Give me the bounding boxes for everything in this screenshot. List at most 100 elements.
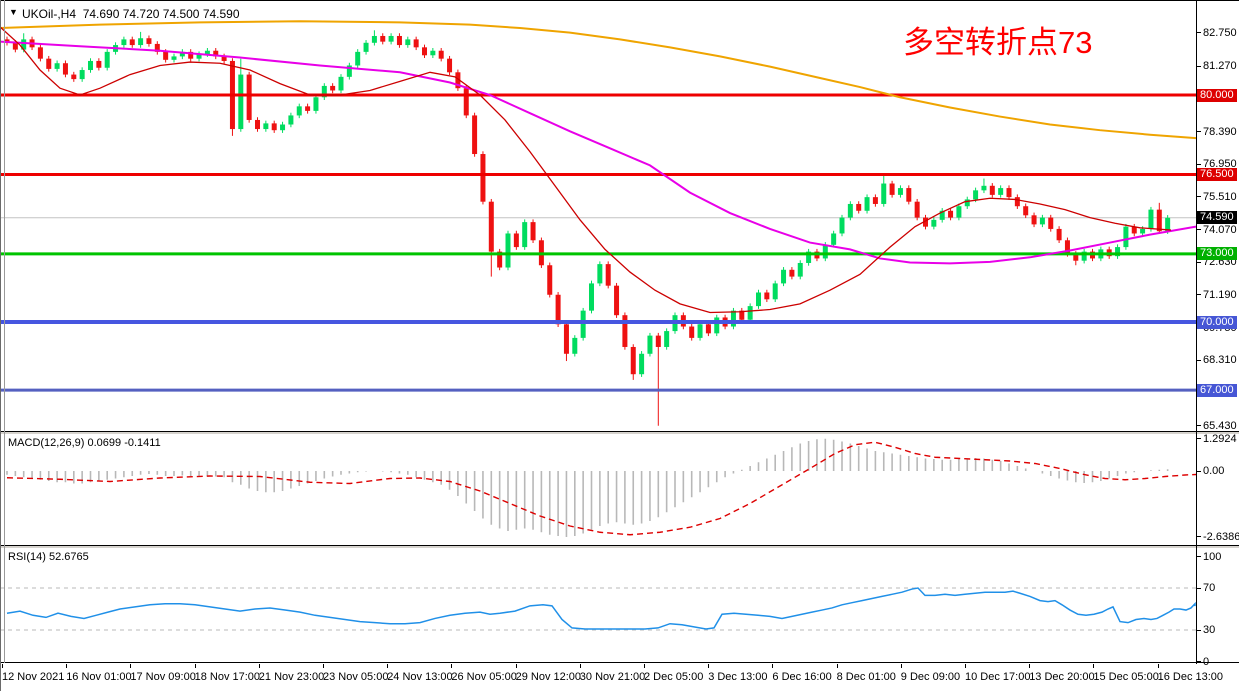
candle-bull — [597, 264, 603, 284]
candle-bull — [839, 217, 845, 234]
candle-bear — [37, 47, 43, 59]
candle-bear — [705, 324, 711, 334]
ohlc-high: 74.720 — [122, 7, 160, 21]
time-axis-label[interactable]: 17 Nov 09:00 — [130, 671, 196, 683]
candle-bear — [96, 60, 102, 68]
candle-bear — [914, 201, 920, 218]
candle-bear — [472, 115, 478, 155]
candle-bull — [772, 283, 778, 300]
candle-bear — [1006, 188, 1012, 198]
time-axis-label[interactable]: 9 Dec 09:00 — [900, 671, 961, 683]
candle-bear — [330, 85, 336, 91]
candle-bull — [313, 97, 319, 111]
candle-bull — [280, 124, 286, 131]
candle-bear — [1023, 206, 1029, 216]
ohlc-open: 74.690 — [82, 7, 120, 21]
price-axis-label: 81.270 — [1203, 60, 1237, 73]
candle-bull — [104, 51, 110, 68]
panel-separator[interactable] — [0, 545, 1239, 546]
rsi-panel[interactable]: RSI(14) 52.6765 — [0, 548, 1239, 662]
candle-bear — [1064, 240, 1070, 254]
candle-bull — [238, 74, 244, 130]
time-axis-label[interactable]: 3 Dec 13:00 — [708, 671, 768, 683]
candle-bear — [221, 56, 227, 61]
time-axis-label[interactable]: 6 Dec 16:00 — [772, 671, 832, 683]
candle-bear — [46, 58, 52, 69]
candle-bear — [163, 51, 169, 60]
macd-axis-label: 0.00 — [1203, 465, 1225, 477]
price-axis-label: 65.430 — [1203, 419, 1237, 432]
time-axis-label[interactable]: 12 Nov 2021 — [2, 671, 65, 683]
ohlc-close: 74.590 — [202, 7, 240, 21]
time-axis-tick — [130, 664, 132, 668]
axis-separator-line — [1196, 0, 1197, 664]
candle-bear — [689, 326, 695, 338]
price-level-badge: 74.590 — [1197, 211, 1237, 225]
time-axis-tick — [323, 664, 324, 668]
panel-separator[interactable] — [0, 431, 1239, 432]
candle-bull — [522, 222, 528, 248]
candle-bear — [255, 119, 260, 130]
price-level-badge: 76.500 — [1197, 167, 1237, 181]
time-axis-label[interactable]: 18 Nov 17:00 — [194, 671, 261, 683]
time-axis-label[interactable]: 15 Dec 05:00 — [1093, 671, 1159, 683]
time-axis-label[interactable]: 13 Dec 20:00 — [1029, 671, 1095, 683]
ohlc-low: 74.500 — [162, 7, 200, 21]
macd-canvas — [6, 438, 1196, 537]
candle-bear — [62, 63, 68, 75]
candle-bear — [271, 123, 277, 131]
candle-bull — [714, 317, 720, 334]
symbol-period-label: UKOil-,H4 — [22, 7, 77, 21]
candle-bear — [154, 43, 160, 52]
price-axis-label: 75.510 — [1203, 190, 1237, 203]
time-axis-label[interactable]: 26 Nov 05:00 — [451, 671, 517, 683]
time-axis-label[interactable]: 23 Nov 05:00 — [323, 671, 389, 683]
rsi-axis-tick — [1197, 629, 1201, 631]
candle-bear — [188, 51, 194, 59]
chart-collapse-icon[interactable]: ▼ — [9, 7, 18, 17]
panel-splitter[interactable] — [0, 432, 1239, 434]
candle-bull — [781, 269, 787, 284]
candle-bear — [455, 72, 461, 89]
time-axis-tick — [258, 664, 260, 668]
ma-slow-line — [0, 20, 1196, 140]
time-axis-label[interactable]: 21 Nov 23:00 — [258, 671, 325, 683]
price-axis-label: 68.310 — [1203, 354, 1237, 367]
time-axis-label[interactable]: 30 Nov 21:00 — [579, 671, 646, 683]
candle-bear — [547, 265, 553, 295]
candle-bear — [12, 42, 18, 50]
time-axis-tick — [708, 664, 710, 668]
price-axis-tick — [1197, 65, 1201, 67]
price-axis-tick — [1197, 294, 1201, 296]
candle-bull — [831, 233, 837, 245]
time-axis-tick — [772, 664, 774, 668]
candle-bull — [1115, 247, 1121, 257]
time-axis-label[interactable]: 10 Dec 17:00 — [965, 671, 1031, 683]
time-axis-label[interactable]: 16 Nov 01:00 — [66, 671, 132, 683]
candle-bear — [1014, 197, 1020, 207]
time-axis-tick — [836, 664, 838, 668]
rsi-value: 52.6765 — [48, 551, 89, 563]
candle-bear — [1031, 215, 1037, 225]
main-chart-panel[interactable]: ▼ UKOil-,H4 74.690 74.720 74.500 74.590 … — [0, 0, 1239, 432]
price-axis-tick — [1197, 196, 1201, 198]
candle-bull — [1165, 217, 1171, 232]
candle-bull — [54, 63, 60, 69]
time-axis-label[interactable]: 29 Nov 12:00 — [515, 671, 582, 683]
time-axis-label[interactable]: 24 Nov 13:00 — [387, 671, 453, 683]
price-axis-label: 71.190 — [1203, 288, 1237, 301]
time-axis-tick — [900, 664, 902, 668]
time-axis-label[interactable]: 2 Dec 05:00 — [644, 671, 704, 683]
candle-bull — [756, 292, 761, 307]
time-axis-tick — [1029, 664, 1031, 668]
candle-bull — [864, 197, 870, 211]
candle-bull — [363, 42, 369, 52]
candle-bear — [789, 269, 795, 277]
macd-panel[interactable]: MACD(12,26,9) 0.0699 -0.1411 — [0, 434, 1239, 545]
time-axis-label[interactable]: 8 Dec 01:00 — [836, 671, 896, 683]
panel-splitter[interactable] — [0, 546, 1239, 548]
time-axis-tick — [387, 664, 389, 668]
candle-bull — [973, 190, 979, 200]
time-axis-label[interactable]: 16 Dec 13:00 — [1157, 671, 1224, 683]
candle-bull — [998, 188, 1004, 195]
